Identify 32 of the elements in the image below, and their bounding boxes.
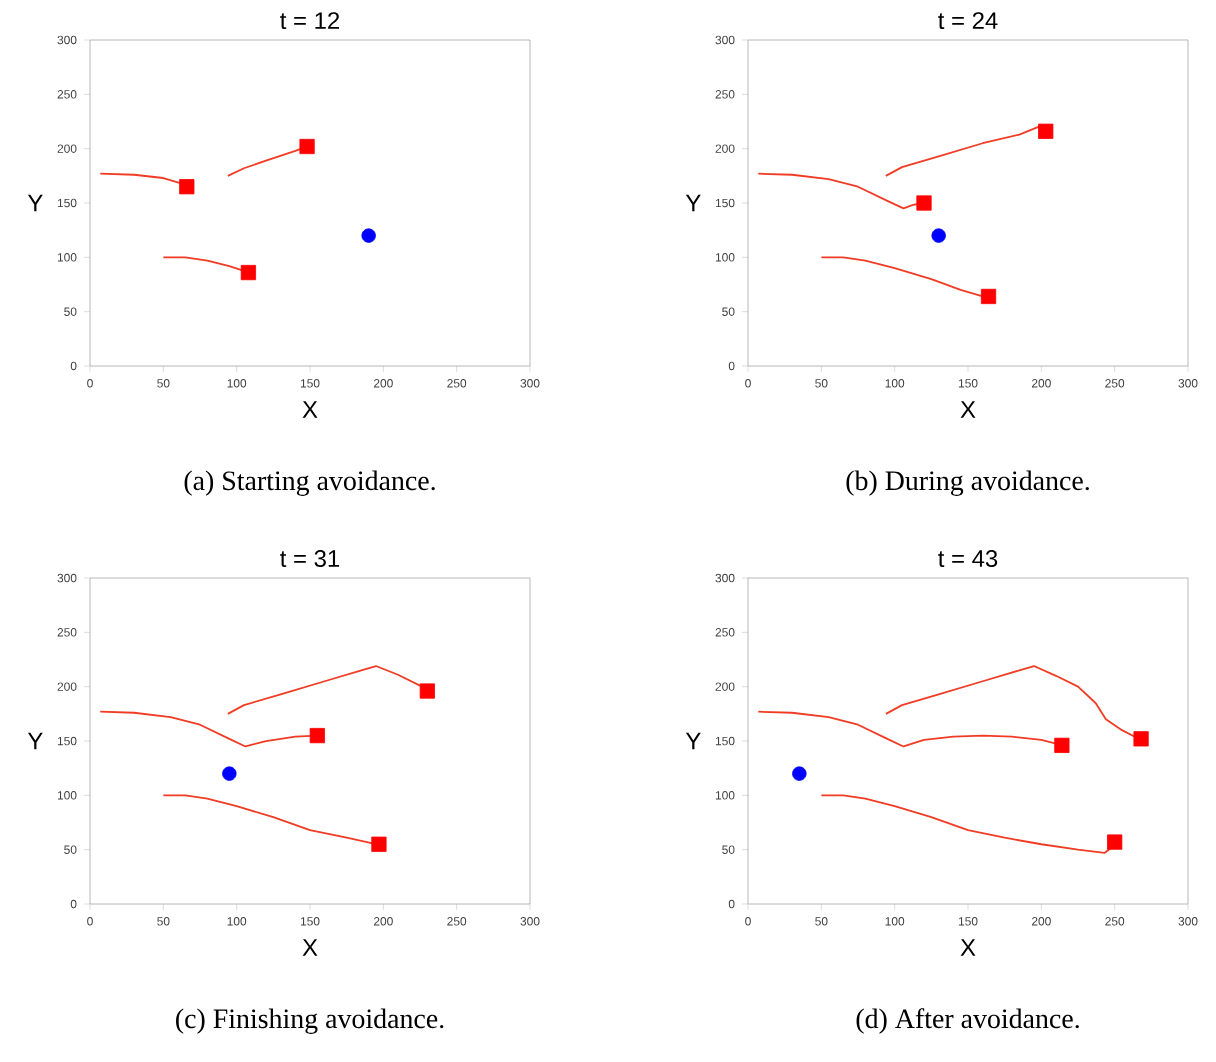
point [419, 683, 435, 699]
chart-title: t = 31 [280, 550, 340, 567]
x-axis-title: X [302, 401, 318, 418]
point [916, 195, 932, 211]
point [222, 766, 237, 781]
point [309, 727, 325, 744]
point [1133, 731, 1149, 747]
chart-title: t = 24 [938, 12, 998, 30]
point [371, 836, 387, 852]
text: (a) Starting avoidance. [184, 470, 435, 496]
x-axis-title: X [302, 939, 318, 956]
point [1107, 834, 1123, 850]
text: (c) Finishing avoidance. [176, 1008, 444, 1034]
point [240, 264, 256, 281]
y-axis-title: Y [27, 732, 43, 750]
point [931, 228, 946, 243]
point [179, 179, 195, 195]
point [980, 288, 997, 305]
chart-title: t = 43 [938, 550, 998, 567]
point [361, 228, 376, 243]
point [299, 138, 315, 155]
y-axis-title: Y [685, 194, 701, 212]
x-axis-title: X [960, 401, 976, 418]
point [1054, 737, 1070, 753]
text: (d) After avoidance. [856, 1008, 1079, 1034]
x-axis-title: X [960, 939, 976, 956]
point [1038, 123, 1054, 139]
chart-title: t = 12 [280, 12, 340, 30]
text: (b) During avoidance. [846, 470, 1089, 496]
y-axis-title: Y [27, 194, 43, 212]
point [792, 766, 807, 781]
y-axis-title: Y [685, 732, 701, 750]
